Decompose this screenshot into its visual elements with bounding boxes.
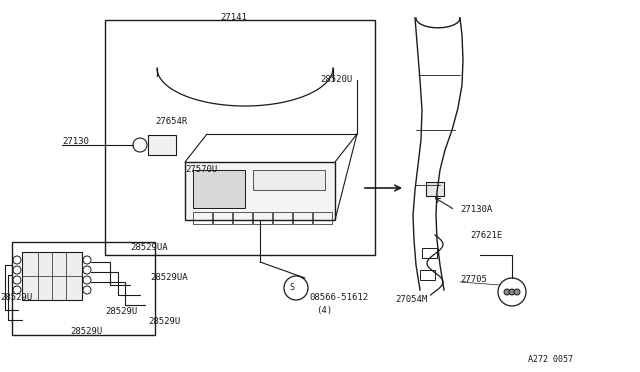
Text: 28529U: 28529U: [0, 294, 32, 302]
Bar: [420, 270, 435, 280]
Text: 28529UA: 28529UA: [130, 244, 168, 253]
Text: 27054M: 27054M: [395, 295, 428, 305]
Bar: [233, 212, 252, 224]
Bar: [253, 170, 325, 190]
Circle shape: [504, 289, 510, 295]
Text: 27705: 27705: [460, 276, 487, 285]
Text: 27141: 27141: [220, 13, 247, 22]
Text: 27130A: 27130A: [460, 205, 492, 215]
Bar: [193, 212, 212, 224]
Bar: [213, 212, 232, 224]
Bar: [293, 212, 312, 224]
Bar: [273, 212, 292, 224]
Bar: [12, 242, 155, 335]
Bar: [185, 162, 335, 220]
Text: 28520U: 28520U: [320, 76, 352, 84]
Circle shape: [514, 289, 520, 295]
Bar: [22, 252, 82, 300]
Circle shape: [509, 289, 515, 295]
Bar: [426, 182, 444, 196]
Text: 28529U: 28529U: [105, 308, 137, 317]
Text: 08566-51612: 08566-51612: [309, 294, 368, 302]
Text: 27570U: 27570U: [185, 166, 217, 174]
Text: (4): (4): [316, 307, 332, 315]
Bar: [193, 170, 245, 208]
Bar: [105, 20, 375, 255]
Text: 28529U: 28529U: [70, 327, 102, 337]
Bar: [148, 135, 176, 155]
Text: A272 0057: A272 0057: [528, 356, 573, 365]
Text: 28529U: 28529U: [148, 317, 180, 327]
Text: 28529UA: 28529UA: [150, 273, 188, 282]
Text: 27654R: 27654R: [155, 118, 188, 126]
Bar: [253, 212, 272, 224]
Text: S: S: [289, 283, 294, 292]
Text: 27621E: 27621E: [470, 231, 502, 240]
Bar: [313, 212, 332, 224]
Text: 27130: 27130: [62, 138, 89, 147]
Bar: [422, 248, 437, 258]
